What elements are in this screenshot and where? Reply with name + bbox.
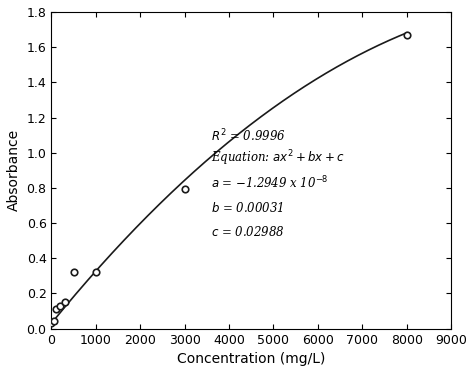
Point [52, 306, 60, 312]
Y-axis label: Absorbance: Absorbance [7, 129, 21, 211]
Point [70, 269, 77, 275]
Point [47, 320, 55, 326]
Text: $b$ = 0.00031: $b$ = 0.00031 [211, 201, 284, 215]
Point [56, 303, 64, 309]
Point [50, 318, 57, 324]
Point [61, 299, 68, 305]
Point [92, 269, 100, 275]
X-axis label: Concentration (mg/L): Concentration (mg/L) [177, 352, 326, 366]
Text: $a$ = $-$1.2949 x 10$^{-8}$: $a$ = $-$1.2949 x 10$^{-8}$ [211, 175, 329, 191]
Text: Equation: $ax^2+bx+c$: Equation: $ax^2+bx+c$ [211, 148, 345, 167]
Point [181, 186, 188, 192]
Point [403, 32, 410, 38]
Text: $R^2$ = 0.9996: $R^2$ = 0.9996 [211, 127, 286, 144]
Text: $c$ = 0.02988: $c$ = 0.02988 [211, 225, 285, 239]
